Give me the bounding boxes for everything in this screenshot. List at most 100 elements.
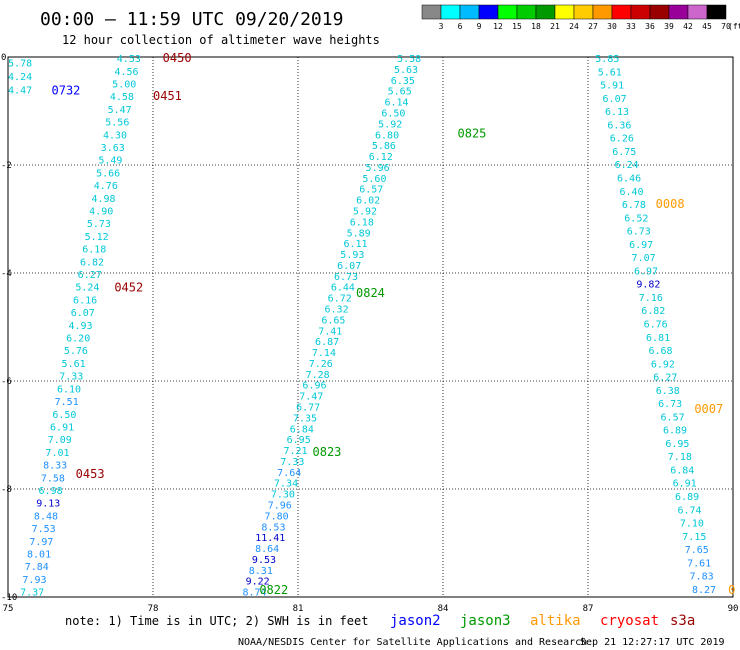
wave-height-label: 6.57 — [359, 185, 383, 196]
wave-height-label: 6.24 — [615, 160, 639, 171]
wave-height-label: 8.01 — [27, 549, 51, 560]
wave-height-label: 6.18 — [350, 217, 374, 228]
wave-height-label: 5.58 — [397, 54, 421, 65]
wave-height-label: 7.51 — [55, 397, 79, 408]
colorbar-swatch — [630, 4, 651, 20]
y-tick-label: -6 — [1, 377, 12, 387]
wave-height-label: 6.40 — [619, 187, 643, 198]
wave-height-label: 4.30 — [103, 130, 127, 141]
wave-height-label: 4.98 — [91, 194, 115, 205]
wave-height-label: 7.33 — [59, 372, 83, 383]
wave-height-label: 7.34 — [274, 479, 298, 490]
wave-height-label: 6.52 — [624, 213, 648, 224]
wave-height-label: 9.22 — [246, 577, 270, 588]
pass-time-label: 0007 — [694, 402, 723, 416]
colorbar-label: 15 — [512, 22, 522, 31]
plot-area: 75 78 81 84 87 90 0 -2 -4 -6 -8 -10 5.78 4.24 4.47 4.53… — [1, 51, 738, 614]
wave-height-label: 7.28 — [306, 370, 330, 381]
legend-cryosat: cryosat — [600, 613, 659, 629]
wave-height-label: 6.81 — [646, 333, 670, 344]
colorbar-label: 12 — [493, 22, 503, 31]
colorbar-label: 27 — [588, 22, 598, 31]
wave-height-label: 4.53 — [117, 54, 141, 65]
wave-height-label: 6.27 — [78, 270, 102, 281]
wave-height-label: 4.56 — [114, 67, 138, 78]
satellite-legend: jason2 jason3 altika cryosat s3a — [390, 613, 695, 629]
colorbar-label: 45 — [702, 22, 712, 31]
wave-height-label: 7.18 — [668, 452, 692, 463]
wave-height-label: 9.82 — [636, 280, 660, 291]
pass-time-label: 0453 — [76, 467, 105, 481]
wave-height-label: 6.84 — [290, 424, 314, 435]
wave-height-label: 6.97 — [629, 240, 653, 251]
colorbar-swatch — [440, 4, 461, 20]
pass-time-label: 0 — [728, 583, 735, 597]
wave-height-label: 6.77 — [296, 403, 320, 414]
wave-height-label: 6.91 — [673, 479, 697, 490]
wave-height-label: 6.91 — [50, 422, 74, 433]
colorbar-swatch — [706, 4, 727, 20]
wave-height-label: 7.16 — [639, 293, 663, 304]
wave-height-label: 6.89 — [663, 426, 687, 437]
wave-height-label: 5.92 — [353, 207, 377, 218]
wave-height-label: 7.37 — [20, 588, 44, 599]
wave-height-label: 6.68 — [648, 346, 672, 357]
wave-height-label: 6.97 — [634, 266, 658, 277]
colorbar-swatch — [573, 4, 594, 20]
wave-height-label: 8.27 — [692, 585, 716, 596]
wave-height-label: 8.33 — [43, 461, 67, 472]
colorbar-label: 3 — [439, 22, 444, 31]
colorbar-swatch — [611, 4, 632, 20]
y-tick-label: 0 — [1, 53, 6, 63]
colorbar-label: 21 — [550, 22, 560, 31]
wave-height-label: 6.38 — [656, 386, 680, 397]
plot-frame — [7, 56, 734, 598]
wave-height-label: 5.73 — [87, 219, 111, 230]
wave-height-label: 4.58 — [110, 92, 134, 103]
wave-height-label: 5.63 — [394, 65, 418, 76]
wave-height-label: 6.18 — [82, 245, 106, 256]
wave-height-label: 5.66 — [96, 168, 120, 179]
wave-height-label: 5.24 — [75, 283, 99, 294]
colorbar-swatch — [459, 4, 480, 20]
wave-height-label: 6.73 — [658, 399, 682, 410]
colorbar-swatch — [478, 4, 499, 20]
wave-height-label: 7.93 — [22, 575, 46, 586]
pass-time-label: 0008 — [656, 197, 685, 211]
footer-credit: NOAA/NESDIS Center for Satellite Applica… — [238, 637, 587, 648]
colorbar-unit: (ft) — [728, 22, 740, 31]
pass-time-label: 0825 — [458, 127, 487, 141]
wave-height-label: 6.07 — [603, 94, 627, 105]
wave-height-label: 7.61 — [687, 558, 711, 569]
colorbar-label: 6 — [458, 22, 463, 31]
colorbar-label: 70 — [721, 22, 731, 31]
pass-time-label: 0823 — [313, 445, 342, 459]
wave-height-label: 6.32 — [325, 305, 349, 316]
wave-height-label: 5.60 — [362, 174, 386, 185]
wave-height-label: 5.65 — [388, 87, 412, 98]
wave-height-label: 5.85 — [595, 54, 619, 65]
pass-time-label: 0451 — [153, 89, 182, 103]
wave-height-label: 6.13 — [605, 107, 629, 118]
legend-jason3: jason3 — [460, 613, 511, 629]
wave-height-label: 6.44 — [331, 283, 355, 294]
colorbar-label: 36 — [645, 22, 655, 31]
wave-height-label: 7.41 — [318, 326, 342, 337]
wave-height-label: 4.47 — [8, 85, 32, 96]
x-tick-label: 90 — [728, 604, 739, 614]
wave-height-label: 6.72 — [328, 294, 352, 305]
wave-height-label: 6.26 — [610, 134, 634, 145]
y-tick-label: -10 — [1, 593, 17, 603]
wave-height-label: 6.65 — [321, 315, 345, 326]
wave-height-label: 6.76 — [644, 319, 668, 330]
wave-height-label: 8.53 — [261, 522, 285, 533]
wave-height-label: 7.14 — [312, 348, 336, 359]
chart-title: 00:00 – 11:59 UTC 09/20/2019 — [40, 9, 343, 30]
pass-time-label: 0450 — [163, 51, 192, 65]
wave-height-label: 6.95 — [665, 439, 689, 450]
wave-height-label: 6.89 — [675, 492, 699, 503]
wave-height-label: 6.80 — [375, 130, 399, 141]
wave-height-label: 3.63 — [101, 143, 125, 154]
